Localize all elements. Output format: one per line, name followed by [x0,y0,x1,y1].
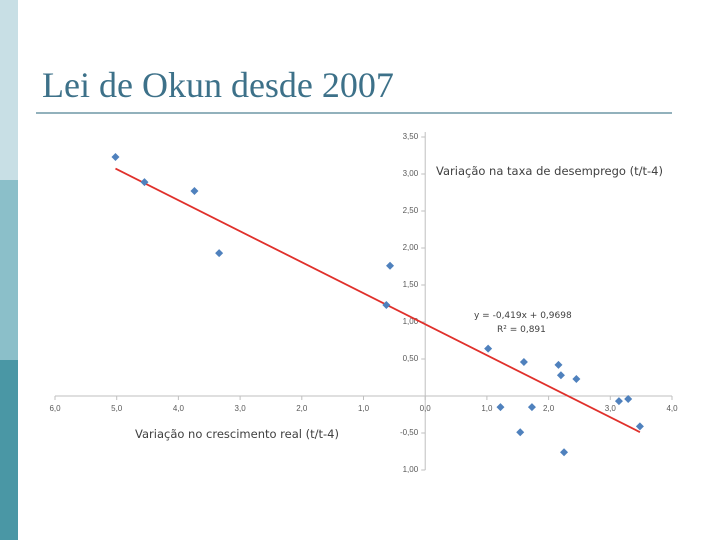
y-tick-label: -0,50 [400,428,419,437]
y-tick-label: 3,00 [403,169,419,178]
y-tick-label: 1,50 [403,280,419,289]
x-tick-label: 3,0 [235,404,247,413]
y-tick-label: 1,00 [403,317,419,326]
side-bar-top [0,0,18,180]
point [140,178,149,187]
point [624,394,633,403]
point [614,397,623,406]
x-tick-label: 3,0 [605,404,617,413]
x-tick-label: 0,0 [420,404,432,413]
y-tick-label: 3,50 [403,132,419,141]
trend-equation: y = -0,419x + 0,9698 [474,311,572,321]
x-tick-label: 4,0 [173,404,185,413]
point [215,249,224,258]
point [556,371,565,380]
point [484,344,493,353]
point [382,300,391,309]
x-tick-label: 6,0 [49,404,61,413]
y-tick-label: 1,00 [403,465,419,474]
x-tick-label: 1,0 [481,404,493,413]
x-tick-label: 2,0 [543,404,555,413]
point [516,428,525,437]
chart: Variação na taxa de desemprego (t/t-4) V… [49,132,678,474]
point [527,403,536,412]
trend-r2: R² = 0,891 [497,325,546,335]
side-bar-bottom [0,360,18,540]
point [386,261,395,270]
trendline [115,167,641,433]
point [496,403,505,412]
point [635,422,644,431]
side-bar-middle [0,180,18,360]
point [560,448,569,457]
x-tick-label: 1,0 [358,404,370,413]
y-tick-label: 2,00 [403,243,419,252]
slide-title: Lei de Okun desde 2007 [42,65,394,105]
x-tick-label: 5,0 [111,404,123,413]
point [190,187,199,196]
x-tick-label: 4,0 [666,404,678,413]
y-tick-label: 0,50 [403,354,419,363]
point [572,374,581,383]
point [554,360,563,369]
x-axis-title: Variação no crescimento real (t/t-4) [135,427,339,441]
y-tick-label: 2,50 [403,206,419,215]
y-axis-title: Variação na taxa de desemprego (t/t-4) [436,164,663,178]
point [519,357,528,366]
x-tick-label: 2,0 [296,404,308,413]
point [111,152,120,161]
